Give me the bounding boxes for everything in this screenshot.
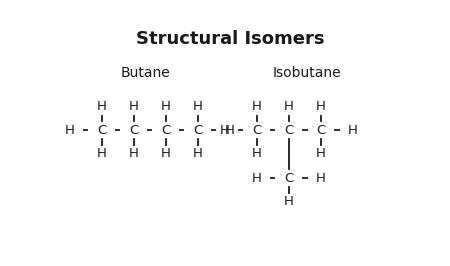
Text: Structural Isomers: Structural Isomers bbox=[136, 30, 325, 48]
Text: H: H bbox=[348, 124, 358, 137]
Text: H: H bbox=[220, 124, 230, 137]
Text: H: H bbox=[161, 147, 171, 160]
Text: H: H bbox=[193, 100, 203, 113]
Text: C: C bbox=[316, 124, 326, 137]
Text: C: C bbox=[97, 124, 106, 137]
Text: H: H bbox=[64, 124, 74, 137]
Text: H: H bbox=[284, 196, 294, 209]
Text: C: C bbox=[193, 124, 202, 137]
Text: H: H bbox=[97, 100, 107, 113]
Text: H: H bbox=[252, 172, 262, 185]
Text: H: H bbox=[193, 147, 203, 160]
Text: H: H bbox=[129, 100, 139, 113]
Text: Butane: Butane bbox=[120, 66, 170, 80]
Text: H: H bbox=[284, 100, 294, 113]
Text: H: H bbox=[161, 100, 171, 113]
Text: H: H bbox=[129, 147, 139, 160]
Text: Isobutane: Isobutane bbox=[273, 66, 342, 80]
Text: H: H bbox=[252, 100, 262, 113]
Text: H: H bbox=[316, 100, 326, 113]
Text: C: C bbox=[129, 124, 138, 137]
Text: H: H bbox=[252, 147, 262, 160]
Text: H: H bbox=[225, 124, 235, 137]
Text: H: H bbox=[316, 172, 326, 185]
Text: H: H bbox=[97, 147, 107, 160]
Text: C: C bbox=[252, 124, 261, 137]
Text: H: H bbox=[316, 147, 326, 160]
Text: C: C bbox=[161, 124, 171, 137]
Text: C: C bbox=[284, 172, 293, 185]
Text: C: C bbox=[284, 124, 293, 137]
